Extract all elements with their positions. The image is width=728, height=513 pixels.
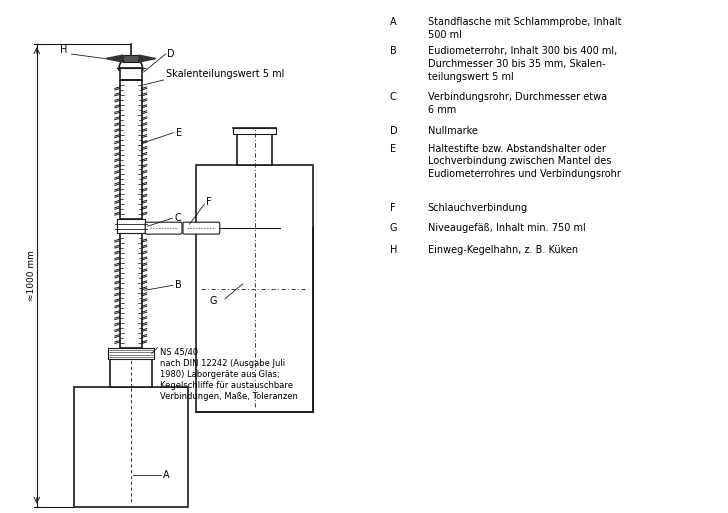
Text: E: E (175, 128, 182, 137)
Bar (120, 233, 142, 347)
Bar (74, 387, 188, 507)
Polygon shape (106, 55, 123, 58)
Text: Einweg-Kegelhahn, z. B. Küken: Einweg-Kegelhahn, z. B. Küken (427, 245, 578, 255)
FancyBboxPatch shape (183, 222, 220, 234)
Text: G: G (390, 223, 397, 233)
Text: Haltestifte bzw. Abstandshalter oder
Lochverbindung zwischen Mantel des
Eudiomet: Haltestifte bzw. Abstandshalter oder Loc… (427, 144, 620, 179)
Bar (123, 55, 139, 62)
FancyBboxPatch shape (145, 222, 182, 234)
Text: Eudiometerrohr, Inhalt 300 bis 400 ml,
Durchmesser 30 bis 35 mm, Skalen-
teilung: Eudiometerrohr, Inhalt 300 bis 400 ml, D… (427, 46, 617, 82)
Polygon shape (139, 58, 156, 62)
Bar (196, 166, 313, 412)
Text: B: B (390, 46, 397, 56)
Bar (237, 134, 272, 166)
Text: G: G (210, 296, 217, 306)
Bar (120, 80, 142, 219)
Text: C: C (390, 92, 397, 102)
Text: Niveaugefäß, Inhalt min. 750 ml: Niveaugefäß, Inhalt min. 750 ml (427, 223, 585, 233)
Bar (110, 360, 151, 387)
Text: ≈1000 mm: ≈1000 mm (28, 250, 36, 301)
Text: F: F (390, 203, 395, 213)
Bar (117, 219, 145, 233)
Text: Standflasche mit Schlammprobe, Inhalt
500 ml: Standflasche mit Schlammprobe, Inhalt 50… (427, 17, 621, 40)
Polygon shape (106, 58, 123, 62)
Text: Skalenteilungswert 5 ml: Skalenteilungswert 5 ml (165, 69, 284, 79)
Text: H: H (60, 45, 67, 55)
Text: NS 45/40
nach DIN 12242 (Ausgabe Juli
1980) Laborgeräte aus Glas;
Kegelschliffe : NS 45/40 nach DIN 12242 (Ausgabe Juli 19… (159, 347, 298, 401)
Text: A: A (162, 470, 169, 480)
Text: Nullmarke: Nullmarke (427, 126, 478, 136)
Text: A: A (390, 17, 397, 27)
Text: F: F (206, 198, 212, 207)
Text: Schlauchverbindung: Schlauchverbindung (427, 203, 528, 213)
Polygon shape (139, 55, 156, 58)
Text: E: E (390, 144, 396, 153)
Text: C: C (175, 213, 181, 223)
Bar (233, 128, 277, 134)
Text: H: H (390, 245, 397, 255)
Text: B: B (175, 280, 181, 290)
Text: D: D (390, 126, 397, 136)
Bar (108, 347, 154, 360)
Text: D: D (167, 49, 174, 59)
Text: Verbindungsrohr, Durchmesser etwa
6 mm: Verbindungsrohr, Durchmesser etwa 6 mm (427, 92, 606, 115)
